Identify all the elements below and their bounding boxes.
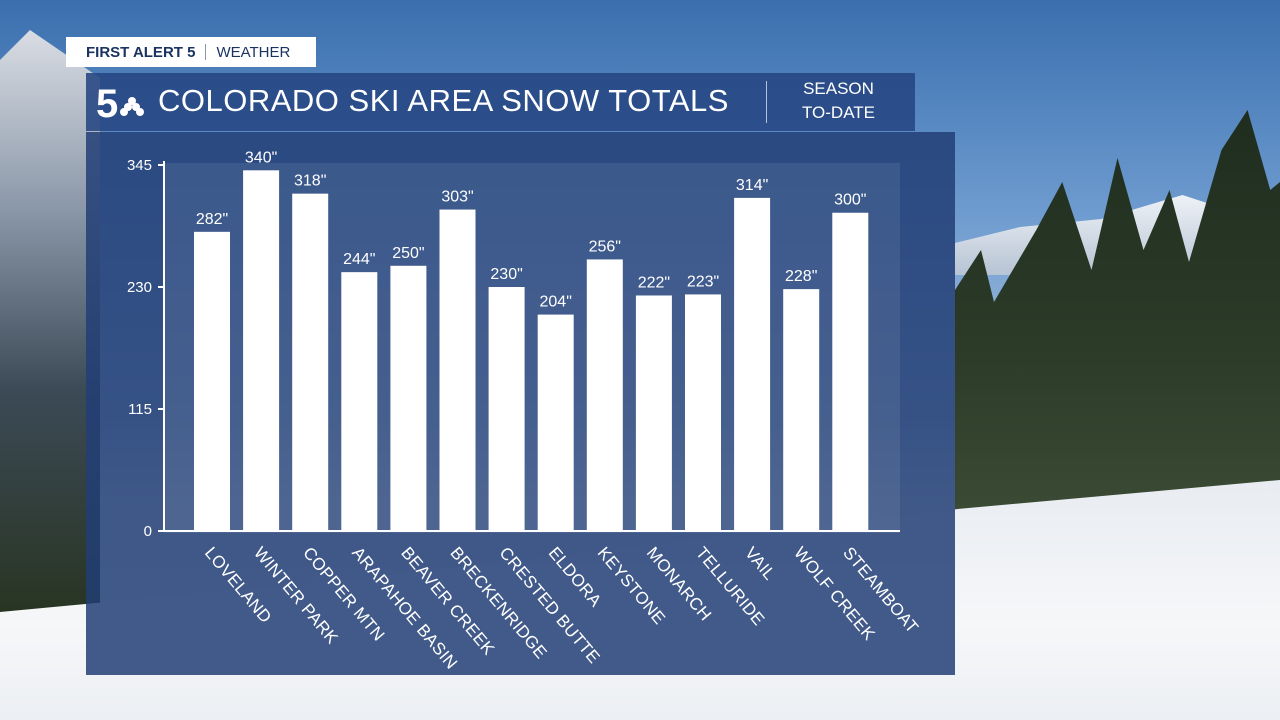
y-tick-label: 230: [127, 279, 152, 296]
subtitle-line-2: TO-DATE: [801, 103, 876, 122]
data-label: 250": [392, 245, 424, 262]
bar: [390, 265, 427, 531]
brand-label-bold: FIRST ALERT 5: [86, 43, 196, 61]
data-label: 318": [294, 173, 326, 190]
y-tick-label: 115: [128, 401, 152, 418]
chart-panel: 0 115 230 345 282" 340" 318" 244" 250" 303" 230" 2…: [86, 132, 955, 675]
data-label: 222": [638, 274, 670, 291]
data-label: 244": [343, 251, 375, 268]
chart-header: 5 COLORADO SKI AREA SNOW TOTALS SEASON T…: [86, 73, 915, 131]
bar: [734, 197, 771, 531]
category-label: VAIL: [741, 543, 779, 583]
chart-title: COLORADO SKI AREA SNOW TOTALS: [158, 83, 729, 118]
bar: [586, 259, 623, 531]
bar: [439, 209, 476, 531]
subtitle-line-1: SEASON: [803, 79, 874, 98]
svg-text:5: 5: [96, 82, 118, 123]
y-tick-label: 0: [144, 523, 152, 540]
bar: [488, 287, 525, 531]
bar: [832, 212, 869, 531]
chart-subtitle: SEASON TO-DATE: [776, 77, 901, 125]
data-label: 228": [785, 268, 817, 285]
y-tick-label: 345: [127, 157, 152, 174]
brand-divider: [205, 44, 207, 60]
background-mountain-left: [0, 30, 100, 630]
data-label: 340": [245, 149, 277, 166]
data-label: 314": [736, 177, 768, 194]
plot-area: [164, 163, 900, 533]
bar: [194, 231, 230, 531]
bars: 282" 340" 318" 244" 250" 303" 230" 204" 256" 222"…: [194, 149, 869, 531]
data-label: 223": [687, 273, 719, 290]
data-label: 256": [589, 238, 621, 255]
data-label: 300": [834, 192, 866, 209]
data-label: 282": [196, 211, 228, 228]
bar: [243, 170, 280, 531]
channel-5-peacock-logo: 5: [96, 82, 144, 123]
data-label: 204": [540, 294, 572, 311]
bar: [341, 272, 378, 531]
bar: [635, 295, 672, 531]
background-trees: [955, 110, 1280, 510]
bar: [783, 289, 820, 531]
header-divider: [766, 81, 767, 123]
bar: [537, 314, 574, 531]
bar: [292, 193, 329, 531]
bar: [685, 294, 721, 531]
data-label: 230": [490, 266, 522, 283]
data-label: 303": [441, 189, 473, 206]
y-axis: 0 115 230 345: [127, 157, 900, 540]
category-label: WINTER PARK: [250, 543, 342, 647]
brand-label: WEATHER: [216, 43, 291, 61]
brand-bar: FIRST ALERT 5 WEATHER: [66, 37, 316, 67]
